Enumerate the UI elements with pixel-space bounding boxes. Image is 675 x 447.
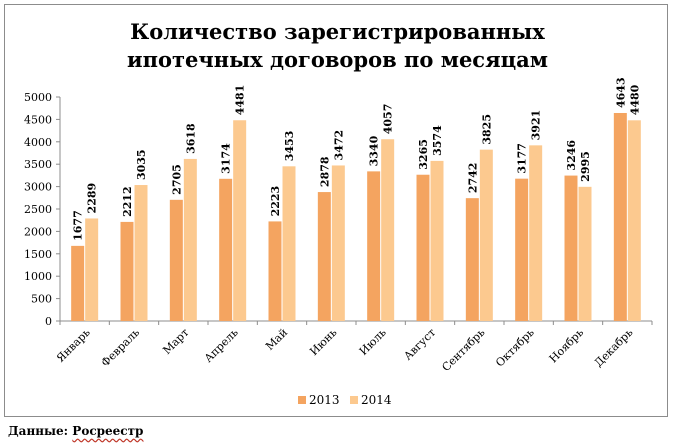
data-label-2013-7: 3340 bbox=[368, 135, 381, 166]
x-category-label: Апрель bbox=[202, 326, 241, 365]
y-tick-label: 0 bbox=[45, 315, 52, 328]
bar-2013-7 bbox=[367, 171, 381, 321]
data-label-2014-12: 4480 bbox=[628, 84, 641, 115]
x-category-label: Май bbox=[263, 326, 290, 353]
x-category-label: Август bbox=[401, 326, 438, 363]
bar-2014-6 bbox=[331, 165, 345, 321]
data-label-2013-4: 3174 bbox=[220, 143, 233, 174]
bar-2013-5 bbox=[268, 221, 282, 321]
bar-2013-2 bbox=[120, 221, 134, 321]
data-label-2014-4: 4481 bbox=[234, 85, 247, 116]
data-label-2014-5: 3453 bbox=[283, 131, 296, 162]
bar-2013-10 bbox=[515, 178, 529, 321]
chart-title: Количество зарегистрированных ипотечных … bbox=[0, 18, 675, 74]
x-category-label: Октябрь bbox=[493, 326, 537, 370]
bar-2013-12 bbox=[613, 112, 627, 322]
bar-2014-2 bbox=[134, 185, 148, 321]
data-label-2013-12: 4643 bbox=[614, 77, 627, 108]
data-label-2013-1: 1677 bbox=[72, 210, 85, 241]
legend-swatch-2013 bbox=[298, 396, 306, 404]
bar-2014-8 bbox=[430, 160, 444, 321]
data-label-2014-9: 3825 bbox=[480, 114, 493, 145]
bar-2013-3 bbox=[169, 199, 183, 321]
data-label-2014-2: 3035 bbox=[135, 149, 148, 180]
source-label: Данные: bbox=[8, 424, 73, 438]
x-category-label: Февраль bbox=[99, 326, 142, 369]
data-label-2013-6: 2878 bbox=[318, 156, 331, 187]
y-tick-label: 3500 bbox=[24, 158, 52, 171]
legend-swatch-2014 bbox=[350, 396, 358, 404]
bar-2013-8 bbox=[416, 174, 430, 321]
chart-title-line-1: Количество зарегистрированных bbox=[130, 19, 545, 44]
x-category-label: Январь bbox=[54, 326, 93, 365]
y-tick-label: 1000 bbox=[24, 270, 52, 283]
data-label-2014-10: 3921 bbox=[530, 110, 543, 141]
data-label-2014-1: 2289 bbox=[86, 183, 99, 214]
chart-bars bbox=[71, 112, 641, 322]
y-tick-label: 4500 bbox=[24, 113, 52, 126]
legend-label-2014: 2014 bbox=[361, 393, 392, 407]
data-label-2013-5: 2223 bbox=[269, 186, 282, 217]
bar-2014-11 bbox=[578, 186, 592, 321]
data-label-2013-11: 3246 bbox=[565, 140, 578, 171]
x-category-label: Март bbox=[160, 326, 191, 357]
x-category-label: Июль bbox=[357, 326, 389, 358]
data-label-2014-8: 3574 bbox=[431, 125, 444, 156]
legend-label-2013: 2013 bbox=[309, 393, 340, 407]
x-category-label: Ноябрь bbox=[547, 326, 586, 365]
y-tick-label: 5000 bbox=[24, 91, 52, 104]
bar-2014-10 bbox=[529, 145, 543, 321]
bar-2014-4 bbox=[233, 120, 247, 322]
bar-2013-11 bbox=[564, 175, 578, 321]
data-label-2013-8: 3265 bbox=[417, 139, 430, 170]
bar-2014-3 bbox=[183, 158, 197, 321]
data-label-2014-3: 3618 bbox=[184, 123, 197, 154]
data-label-2013-10: 3177 bbox=[516, 143, 529, 174]
x-category-label: Июнь bbox=[307, 326, 339, 358]
x-category-label: Сентябрь bbox=[439, 326, 487, 374]
data-label-2013-9: 2742 bbox=[466, 163, 479, 194]
bar-2014-1 bbox=[85, 218, 99, 321]
x-category-label: Декабрь bbox=[592, 326, 636, 370]
chart-title-line-2: ипотечных договоров по месяцам bbox=[127, 47, 548, 72]
chart-plot: 0 500 1000 1500 2000 2500 3000 3500 4000 4500 5000… bbox=[24, 77, 653, 407]
bar-2013-4 bbox=[219, 178, 233, 321]
y-tick-label: 500 bbox=[31, 293, 52, 306]
chart-legend: 2013 2014 bbox=[298, 393, 392, 407]
data-label-2014-6: 3472 bbox=[332, 130, 345, 161]
source-note: Данные: Росреестр bbox=[8, 424, 143, 438]
data-label-2013-2: 2212 bbox=[121, 186, 134, 217]
y-tick-label: 3000 bbox=[24, 181, 52, 194]
bar-2014-5 bbox=[282, 166, 296, 321]
source-name: Росреестр bbox=[72, 424, 144, 438]
y-tick-label: 1500 bbox=[24, 248, 52, 261]
data-label-2014-7: 4057 bbox=[382, 104, 395, 135]
y-tick-label: 2500 bbox=[24, 203, 52, 216]
bar-2014-9 bbox=[479, 149, 493, 321]
data-label-2014-11: 2995 bbox=[579, 151, 592, 182]
bar-2013-1 bbox=[71, 245, 85, 321]
bar-2013-6 bbox=[317, 192, 331, 321]
y-tick-label: 2000 bbox=[24, 225, 52, 238]
bar-2014-7 bbox=[381, 139, 395, 321]
bar-2013-9 bbox=[465, 198, 479, 321]
data-label-2013-3: 2705 bbox=[170, 164, 183, 195]
y-tick-label: 4000 bbox=[24, 136, 52, 149]
bar-2014-12 bbox=[627, 120, 641, 322]
